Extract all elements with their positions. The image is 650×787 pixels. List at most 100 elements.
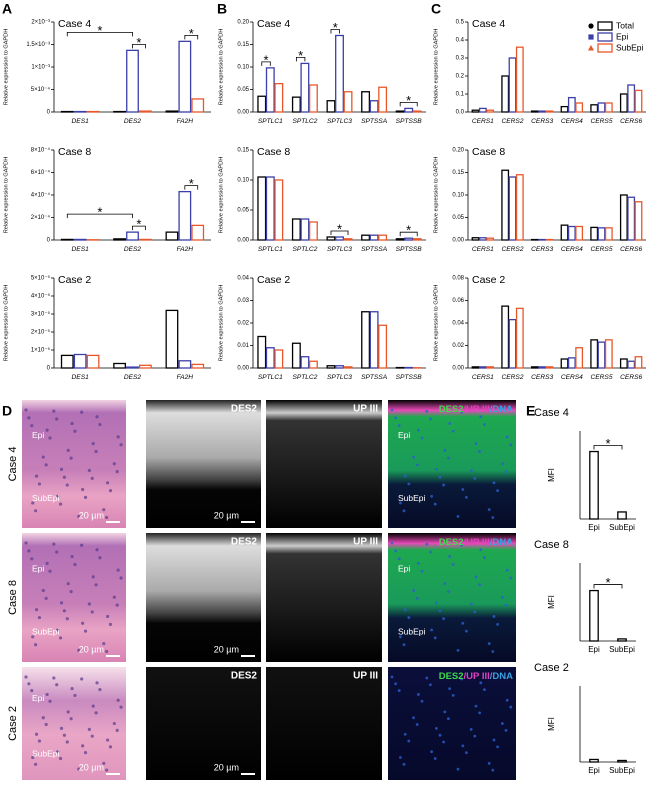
nucleus [509, 577, 512, 580]
nucleus [30, 424, 33, 427]
micrograph [388, 400, 516, 528]
nucleus [45, 597, 48, 600]
nucleus [430, 495, 433, 498]
nucleus [501, 596, 504, 599]
chart-title: Case 8 [58, 146, 91, 158]
nucleus [92, 575, 95, 578]
scale-bar-label: 20 µm [79, 510, 104, 520]
nucleus [505, 470, 508, 473]
bar [472, 110, 479, 112]
x-tick-label: DES2 [124, 118, 142, 125]
nucleus [55, 683, 58, 686]
nucleus [443, 582, 446, 585]
nucleus [457, 768, 460, 771]
chart-title: Case 4 [58, 18, 91, 30]
merge-label-part: /UP III [464, 671, 490, 682]
nucleus [465, 630, 468, 633]
nucleus [117, 569, 120, 572]
bar [293, 219, 301, 240]
chart-title: Case 8 [472, 146, 505, 158]
x-tick-label: SubEpi [609, 766, 635, 775]
nucleus [48, 700, 51, 703]
x-tick-label: SPTSSB [396, 118, 423, 125]
bar [140, 365, 152, 368]
legend-swatch [598, 33, 612, 41]
nucleus [48, 436, 51, 439]
bar [621, 195, 628, 240]
bar [576, 103, 583, 112]
x-tick-label: SPTSSA [361, 246, 388, 253]
nucleus [42, 716, 45, 719]
y-tick-label: 6×10⁻⁴ [31, 169, 51, 176]
chart-title: Case 2 [472, 274, 505, 286]
legend-marker [588, 23, 593, 28]
bar [310, 85, 318, 112]
merge-label-part: /DNA [490, 537, 513, 548]
nucleus [88, 602, 91, 605]
bar [362, 312, 370, 368]
x-tick-label: CERS1 [472, 118, 494, 125]
bar [546, 367, 553, 368]
y-axis-label: Relative expression to GAPDH [218, 285, 224, 361]
nucleus [92, 442, 95, 445]
bar [179, 361, 191, 368]
bar [362, 92, 370, 112]
bar [140, 111, 152, 112]
nucleus [439, 609, 442, 612]
x-tick-label: Epi [588, 523, 600, 532]
bar [293, 97, 301, 112]
y-tick-label: 0.01 [237, 343, 249, 349]
y-tick-label: 1×10⁻⁵ [31, 347, 51, 354]
x-tick-label: Epi [588, 645, 600, 654]
bar [628, 361, 635, 368]
region-label: SubEpi [398, 493, 426, 503]
y-tick-label: 2×10⁻⁴ [31, 214, 51, 221]
bar [413, 111, 421, 112]
nucleus [55, 550, 58, 553]
nucleus [505, 729, 508, 732]
nucleus [496, 623, 499, 626]
bar [472, 367, 479, 368]
bar [591, 105, 598, 112]
bar [275, 350, 283, 368]
significance-label: * [337, 221, 342, 236]
x-tick-label: FA2H [177, 118, 194, 125]
x-tick-label: DES1 [72, 246, 90, 253]
nucleus [94, 583, 97, 586]
legend-marker [588, 34, 593, 39]
chart-title: Case 4 [257, 18, 290, 30]
nucleus [117, 435, 120, 438]
bar [576, 227, 583, 241]
nucleus [475, 576, 478, 579]
bar [327, 237, 335, 240]
bar [370, 101, 378, 112]
y-tick-label: 3×10⁻⁵ [31, 311, 51, 318]
bar [618, 760, 626, 762]
nucleus [448, 422, 451, 425]
micrograph [146, 533, 261, 662]
bar [127, 50, 139, 112]
nucleus [491, 769, 494, 772]
bar [487, 367, 494, 368]
bar [569, 358, 576, 368]
nucleus [67, 449, 70, 452]
bar [405, 108, 413, 112]
nucleus [434, 637, 437, 640]
region-label: Epi [32, 563, 44, 573]
y-tick-label: 0.10 [237, 178, 249, 184]
nucleus [59, 757, 62, 760]
bar [621, 94, 628, 112]
y-tick-label: 5×10⁻⁵ [31, 275, 51, 282]
nucleus [70, 687, 73, 690]
nucleus [404, 475, 407, 478]
x-tick-label: SubEpi [609, 523, 635, 532]
nucleus [417, 429, 420, 432]
nucleus [488, 642, 491, 645]
nucleus [91, 735, 94, 738]
scale-bar-label: 20 µm [79, 644, 104, 654]
bar [590, 452, 598, 519]
nucleus [119, 576, 122, 579]
nucleus [434, 757, 437, 760]
region-label: SubEpi [32, 493, 60, 503]
